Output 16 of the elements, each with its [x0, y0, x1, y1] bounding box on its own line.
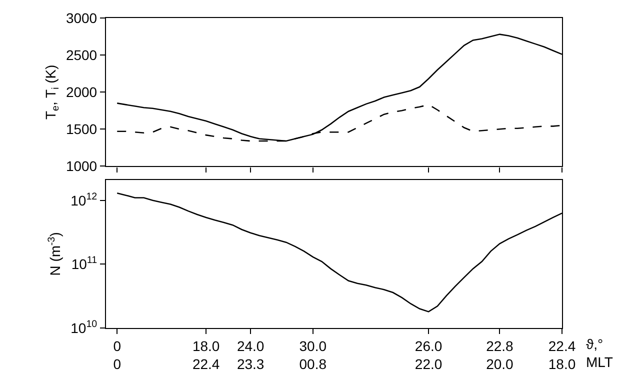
x-tick-label: 18.0 22.4 — [192, 338, 220, 372]
y-tick-label: 2000 — [66, 84, 98, 100]
x-axis-title: ϑ,° MLT — [586, 336, 614, 370]
y-tick-label: 3000 — [66, 10, 98, 26]
x-tick-label: 22.4 18.0 — [548, 338, 576, 372]
y-tick-label: 10$^{11}$ — [71, 255, 98, 272]
x-tick-label: 30.0 00.8 — [299, 338, 327, 372]
x-tick-label: 26.0 22.0 — [414, 338, 442, 372]
y-tick-label: 1000 — [66, 158, 98, 174]
x-tick-label: 0 0 — [113, 338, 122, 372]
y-tick-label: 2500 — [66, 46, 98, 63]
x-tick-label: 24.0 23.3 — [236, 338, 264, 372]
y-tick-label: 10$^{10}$ — [70, 319, 98, 336]
y-tick-label: 10$^{12}$ — [70, 191, 98, 208]
y-tick-label: 1500 — [66, 121, 98, 138]
x-tick-label: 22.8 20.0 — [486, 338, 514, 372]
